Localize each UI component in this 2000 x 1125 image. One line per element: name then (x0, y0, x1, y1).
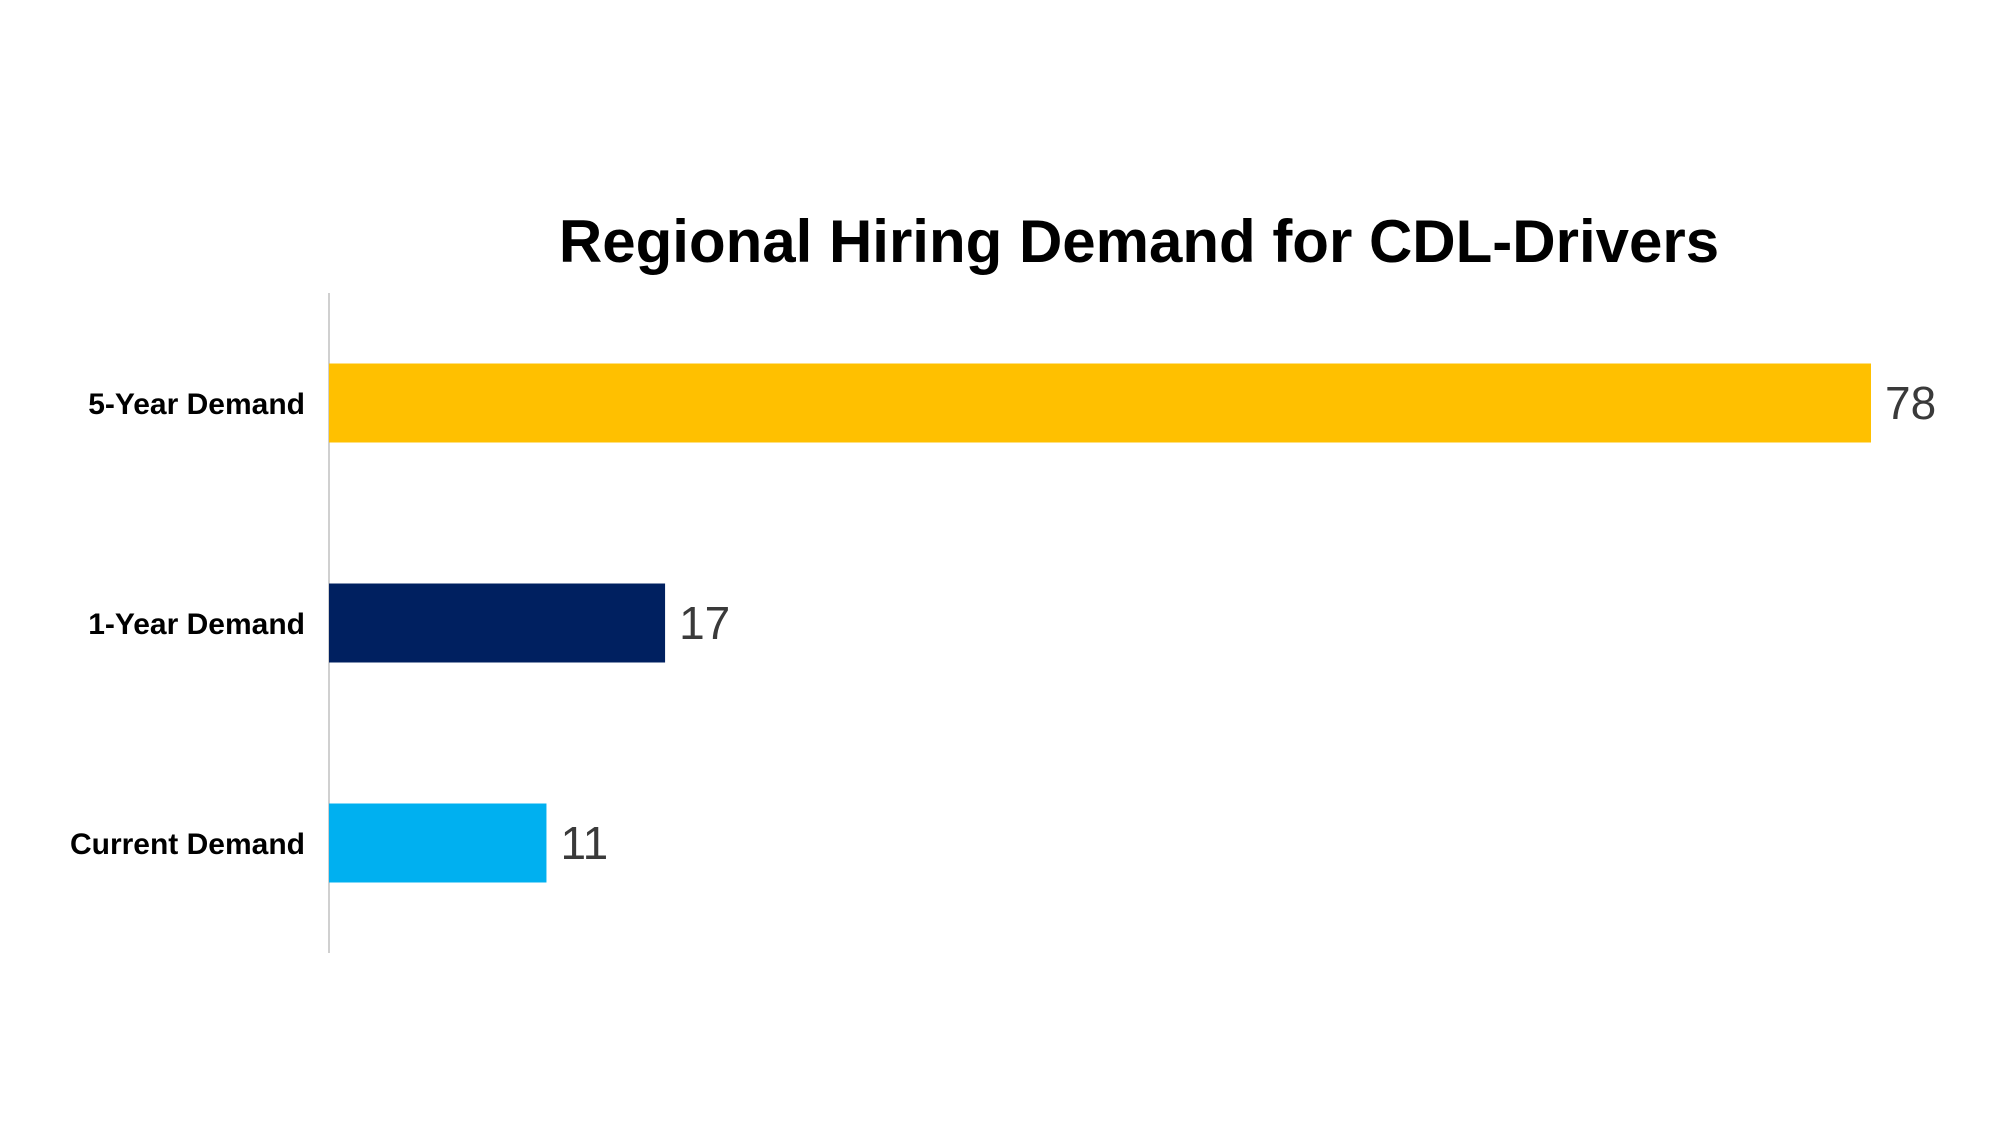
chart-title: Regional Hiring Demand for CDL-Drivers (559, 208, 1719, 275)
category-label-current-demand: Current Demand (70, 828, 305, 861)
bar-current-demand (329, 803, 547, 883)
bar-5-year-demand (329, 363, 1871, 443)
data-label-current-demand: 11 (560, 817, 608, 869)
category-label-5-year-demand: 5-Year Demand (88, 388, 305, 421)
data-label-5-year-demand: 78 (1885, 377, 1936, 429)
bar-1-year-demand (329, 583, 666, 663)
bars-group: 5-Year Demand 78 1-Year Demand 17 Current De… (70, 363, 1936, 883)
data-label-1-year-demand: 17 (679, 597, 730, 649)
category-label-1-year-demand: 1-Year Demand (88, 608, 305, 641)
